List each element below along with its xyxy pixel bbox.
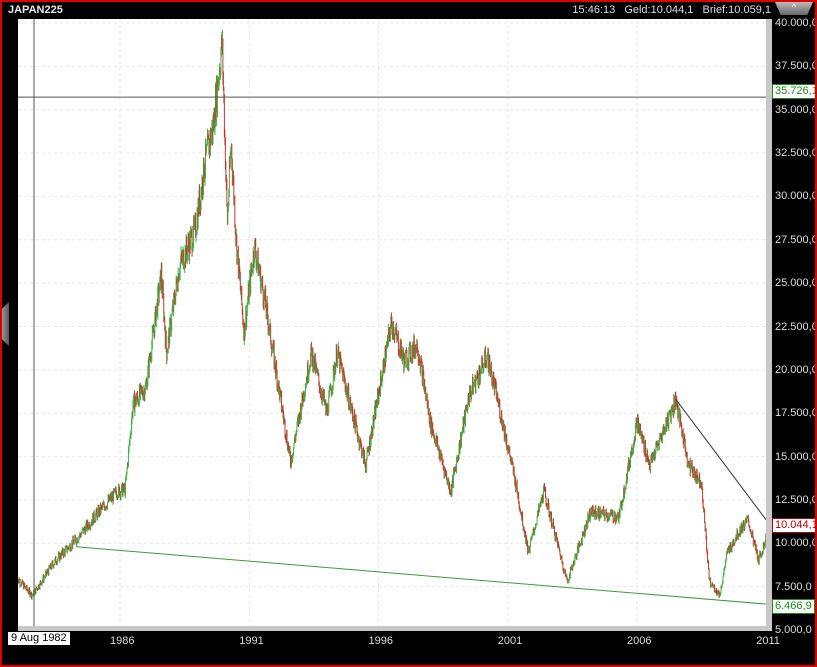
time-label: 15:46:13	[572, 4, 616, 16]
y-tick-label: 5.000,0	[775, 624, 812, 636]
quote-info: 15:46:13 Geld:10.044,1 Brief:10.059,1	[566, 4, 771, 16]
last-price-tag: 10.044,1	[772, 518, 815, 533]
plot-right-edge	[766, 19, 772, 631]
trendline-price-tag: 6.466,9	[772, 599, 815, 614]
header-bar: JAPAN225 15:46:13 Geld:10.044,1 Brief:10…	[2, 2, 815, 19]
x-tick-label: 2006	[627, 635, 652, 647]
plot-bottom-edge	[18, 626, 772, 631]
y-tick-label: 40.000,0	[775, 17, 817, 29]
y-tick-label: 12.500,0	[775, 493, 817, 506]
x-tick-label: 1996	[368, 635, 393, 647]
y-tick-label: 32.500,0	[775, 147, 817, 160]
x-tick-label: 2011	[756, 635, 780, 647]
y-tick-label: 27.500,0	[775, 233, 817, 246]
y-tick-label: 35.000,0	[775, 103, 817, 116]
x-tick-label: 2001	[497, 635, 523, 647]
collapse-button[interactable]: ^	[775, 2, 813, 15]
bid-label: Geld:10.044,1	[624, 4, 694, 16]
crosshair-date-tag: 9 Aug 1982	[8, 632, 70, 645]
plot-area[interactable]	[18, 19, 772, 631]
symbol-title: JAPAN225	[8, 4, 63, 16]
y-tick-label: 22.500,0	[775, 320, 817, 333]
y-tick-label: 17.500,0	[775, 407, 817, 420]
y-tick-label: 7.500,0	[775, 580, 812, 593]
resistance-trendline	[675, 399, 772, 528]
y-tick-label: 37.500,0	[775, 60, 817, 73]
y-tick-label: 30.000,0	[775, 190, 817, 203]
y-tick-label: 20.000,0	[775, 363, 817, 376]
y-tick-label: 10.000,0	[775, 537, 817, 550]
crosshair-price-tag: 35.726,1	[772, 84, 815, 99]
ask-label: Brief:10.059,1	[702, 4, 772, 16]
support-trendline	[76, 546, 772, 606]
side-panel-handle[interactable]	[2, 302, 9, 346]
x-tick-label: 1991	[239, 635, 264, 647]
y-tick-label: 25.000,0	[775, 277, 817, 290]
x-tick-label: 1986	[110, 635, 135, 647]
price-chart[interactable]	[18, 19, 772, 631]
y-tick-label: 15.000,0	[775, 450, 817, 463]
